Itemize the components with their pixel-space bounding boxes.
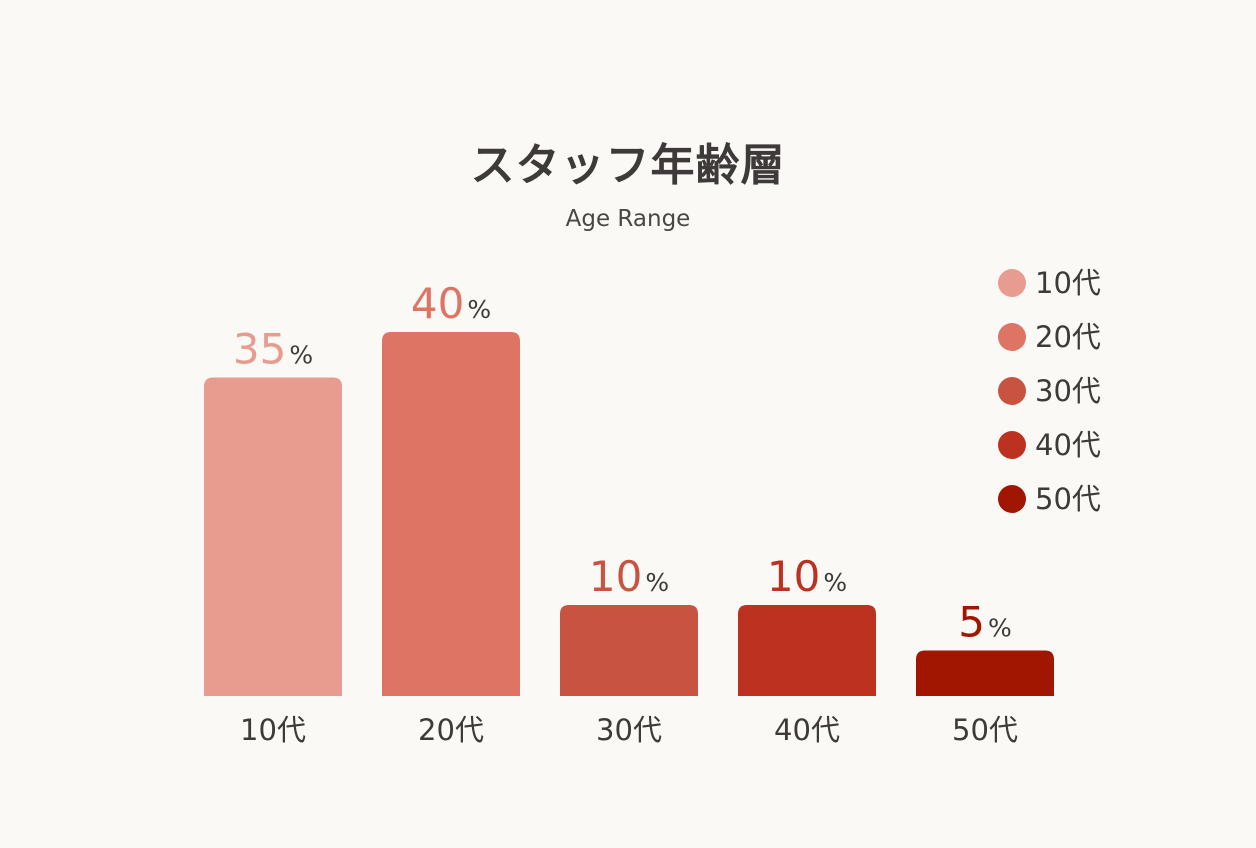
legend-label: 10代 <box>1035 266 1101 300</box>
legend-swatch <box>998 485 1026 513</box>
legend-swatch <box>998 377 1026 405</box>
bar-value-suffix: % <box>645 568 669 597</box>
bar-value-suffix: % <box>823 568 847 597</box>
category-label-5: 50代 <box>952 713 1018 747</box>
legend-item-2: 20代 <box>998 310 1101 364</box>
legend-item-3: 30代 <box>998 364 1101 418</box>
bar-value-suffix: % <box>289 341 313 370</box>
legend-item-4: 40代 <box>998 418 1101 472</box>
bar-value-number: 40 <box>411 279 464 328</box>
bar-5 <box>916 650 1054 696</box>
bar-3 <box>560 605 698 696</box>
bar-1 <box>204 377 342 696</box>
category-label-1: 10代 <box>240 713 306 747</box>
legend-label: 30代 <box>1035 374 1101 408</box>
legend-swatch <box>998 269 1026 297</box>
bar-value-number: 10 <box>767 552 820 601</box>
legend-item-5: 50代 <box>998 472 1101 526</box>
chart-subtitle: Age Range <box>565 206 691 232</box>
bar-value-number: 10 <box>589 552 642 601</box>
chart-title: スタッフ年齢層 <box>470 140 786 191</box>
chart-legend: 10代 20代 30代 40代 50代 <box>998 256 1101 526</box>
bar-value-suffix: % <box>988 614 1012 643</box>
bar-value-number: 35 <box>233 325 286 374</box>
legend-label: 50代 <box>1035 482 1101 516</box>
legend-swatch <box>998 323 1026 351</box>
bar-value-label-3: 10% <box>589 552 669 601</box>
category-label-2: 20代 <box>418 713 484 747</box>
bar-value-suffix: % <box>467 295 491 324</box>
legend-swatch <box>998 431 1026 459</box>
bar-value-label-1: 35% <box>233 325 313 374</box>
legend-label: 40代 <box>1035 428 1101 462</box>
category-label-4: 40代 <box>774 713 840 747</box>
bar-value-label-5: 5% <box>958 598 1012 647</box>
category-label-3: 30代 <box>596 713 662 747</box>
bar-value-label-4: 10% <box>767 552 847 601</box>
bar-4 <box>738 605 876 696</box>
legend-item-1: 10代 <box>998 256 1101 310</box>
legend-label: 20代 <box>1035 320 1101 354</box>
bar-2 <box>382 332 520 696</box>
bar-value-number: 5 <box>958 598 985 647</box>
bar-value-label-2: 40% <box>411 279 491 328</box>
